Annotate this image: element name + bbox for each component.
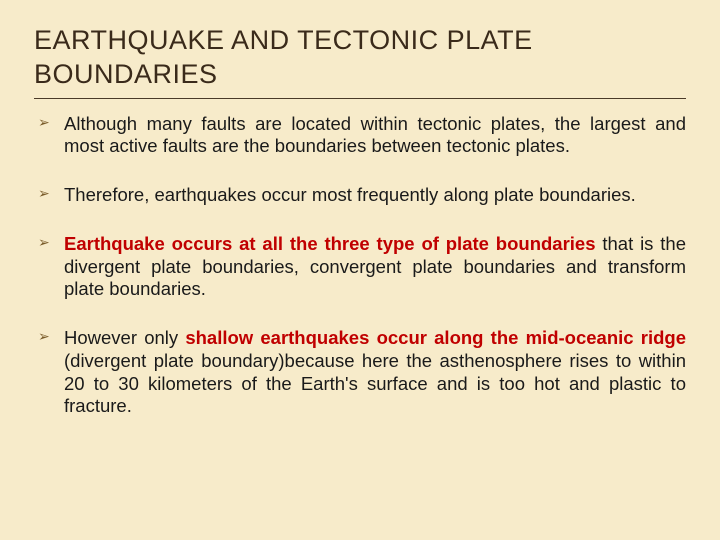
bullet-list: Although many faults are located within …: [34, 113, 686, 419]
slide-title: EARTHQUAKE AND TECTONIC PLATE BOUNDARIES: [34, 24, 686, 92]
bullet-item: However only shallow earthquakes occur a…: [34, 327, 686, 418]
bullet-segment: However only: [64, 327, 185, 348]
bullet-segment: Although many faults are located within …: [64, 113, 686, 157]
title-underline: [34, 98, 686, 99]
bullet-segment: shallow earthquakes occur along the mid-…: [185, 327, 686, 348]
bullet-segment: (divergent plate boundary)because here t…: [64, 350, 686, 417]
slide: EARTHQUAKE AND TECTONIC PLATE BOUNDARIES…: [0, 0, 720, 540]
bullet-item: Although many faults are located within …: [34, 113, 686, 159]
bullet-segment: Earthquake occurs at all the three type …: [64, 233, 602, 254]
bullet-item: Therefore, earthquakes occur most freque…: [34, 184, 686, 207]
bullet-item: Earthquake occurs at all the three type …: [34, 233, 686, 301]
bullet-segment: Therefore, earthquakes occur most freque…: [64, 184, 636, 205]
